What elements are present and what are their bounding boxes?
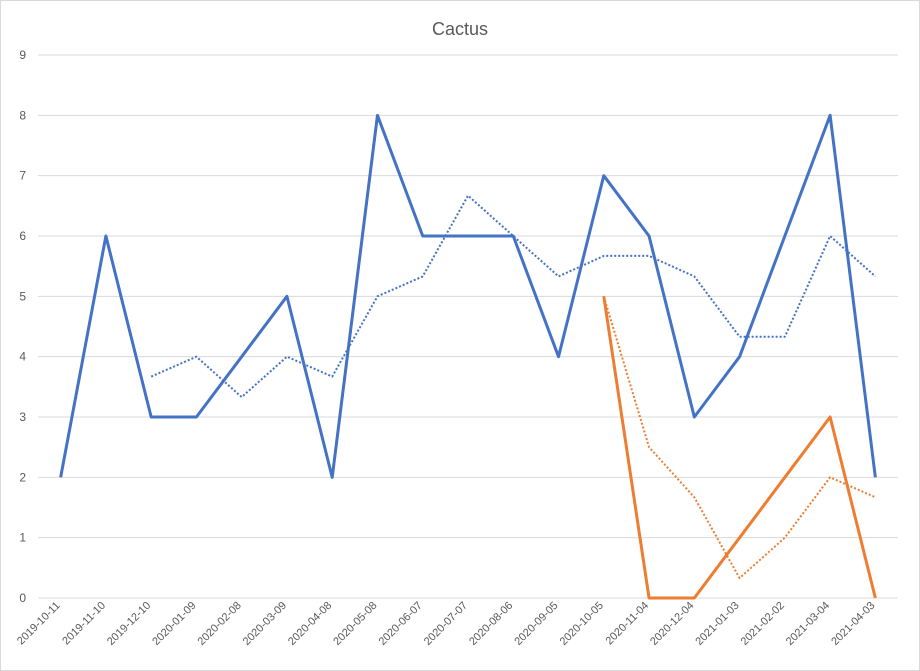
- x-tick-label: 2021-02-02: [739, 600, 787, 648]
- x-tick-label: 2020-04-08: [286, 600, 334, 648]
- y-tick-label: 4: [19, 350, 26, 364]
- y-tick-label: 7: [19, 169, 26, 183]
- series-line-1: [59, 113, 877, 479]
- y-axis-ticks: 0 1 2 3 4 5 6 7 8 9: [19, 48, 26, 605]
- y-tick-label: 1: [19, 531, 26, 545]
- x-tick-label: 2020-01-09: [150, 600, 198, 648]
- x-tick-label: 2021-01-03: [693, 600, 741, 648]
- y-tick-label: 3: [19, 410, 26, 424]
- series-lines: [59, 113, 877, 600]
- x-tick-label: 2020-10-05: [558, 600, 606, 648]
- x-tick-label: 2021-04-03: [829, 600, 877, 648]
- x-tick-label: 2019-10-11: [15, 600, 63, 648]
- x-tick-label: 2019-12-10: [105, 600, 153, 648]
- x-tick-label: 2020-09-05: [512, 600, 560, 648]
- y-tick-label: 9: [19, 48, 26, 62]
- x-tick-label: 2021-03-04: [784, 600, 832, 648]
- x-tick-label: 2020-07-07: [422, 600, 470, 648]
- y-tick-label: 8: [19, 108, 26, 122]
- series-line-3: [602, 296, 877, 600]
- y-tick-label: 2: [19, 470, 26, 484]
- x-tick-label: 2019-11-10: [60, 600, 108, 648]
- x-tick-label: 2020-06-07: [377, 600, 425, 648]
- x-tick-label: 2020-08-06: [467, 600, 515, 648]
- x-tick-label: 2020-02-08: [196, 600, 244, 648]
- y-tick-label: 6: [19, 229, 26, 243]
- series-line-4: [602, 296, 876, 580]
- y-tick-label: 0: [19, 591, 26, 605]
- x-tick-label: 2020-12-04: [648, 600, 696, 648]
- y-tick-label: 5: [19, 289, 26, 303]
- chart-title: Cactus: [432, 19, 488, 39]
- gridlines: [38, 54, 898, 599]
- x-tick-label: 2020-05-08: [331, 600, 379, 648]
- x-axis-ticks: 2019-10-112019-11-102019-12-102020-01-09…: [15, 600, 877, 648]
- x-tick-label: 2020-11-04: [603, 600, 651, 648]
- x-tick-label: 2020-03-09: [241, 600, 289, 648]
